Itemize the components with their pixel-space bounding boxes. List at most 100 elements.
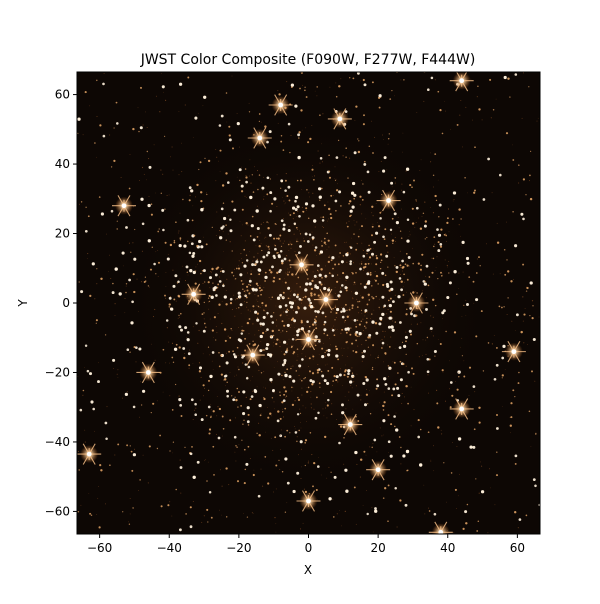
faint-star — [479, 265, 481, 267]
faint-star — [260, 223, 262, 225]
faint-star — [82, 134, 84, 136]
faint-star — [536, 120, 538, 122]
faint-star — [289, 266, 292, 268]
faint-star — [340, 260, 344, 264]
faint-star — [330, 194, 333, 197]
faint-star — [303, 306, 307, 310]
faint-star — [105, 503, 106, 505]
faint-star — [382, 497, 385, 499]
faint-star — [286, 343, 288, 345]
faint-star — [265, 351, 267, 352]
faint-star — [406, 469, 408, 472]
faint-star — [344, 510, 346, 512]
faint-star — [312, 238, 314, 241]
faint-star — [309, 305, 314, 309]
faint-star — [345, 331, 348, 334]
faint-star — [298, 215, 301, 218]
faint-star — [439, 342, 442, 346]
star-core — [414, 300, 419, 306]
faint-star — [431, 331, 433, 333]
faint-star — [391, 317, 393, 319]
faint-star — [318, 252, 321, 255]
faint-star — [186, 338, 190, 342]
faint-star — [389, 228, 393, 232]
faint-star — [304, 232, 308, 236]
faint-star — [493, 377, 497, 381]
faint-star — [102, 82, 105, 86]
faint-star — [137, 107, 139, 109]
faint-star — [204, 281, 206, 283]
faint-star — [124, 392, 129, 397]
faint-star — [286, 81, 288, 83]
faint-star — [298, 297, 302, 301]
faint-star — [298, 374, 300, 377]
faint-star — [314, 284, 317, 287]
faint-star — [194, 402, 197, 406]
faint-star — [122, 511, 124, 513]
faint-star — [233, 435, 237, 439]
faint-star — [288, 301, 293, 305]
faint-star — [371, 506, 373, 508]
faint-star — [260, 293, 262, 296]
faint-star — [364, 403, 367, 407]
faint-star — [82, 394, 84, 396]
faint-star — [302, 522, 304, 524]
faint-star — [362, 183, 364, 185]
faint-star — [509, 424, 512, 427]
faint-star — [215, 180, 217, 182]
faint-star — [233, 278, 235, 280]
faint-star — [327, 353, 331, 357]
faint-star — [518, 518, 522, 521]
faint-star — [299, 87, 301, 90]
faint-star — [333, 375, 336, 378]
faint-star — [211, 226, 213, 229]
faint-star — [465, 106, 467, 108]
x-tick-label: −60 — [87, 541, 112, 555]
faint-star — [382, 404, 385, 408]
faint-star — [283, 386, 286, 389]
faint-star — [212, 282, 214, 284]
faint-star — [391, 239, 395, 242]
faint-star — [155, 95, 157, 97]
faint-star — [312, 244, 314, 246]
faint-star — [349, 77, 351, 79]
faint-star — [308, 299, 311, 302]
faint-star — [295, 310, 298, 314]
faint-star — [258, 174, 261, 176]
faint-star — [429, 329, 431, 331]
faint-star — [411, 367, 413, 370]
faint-star — [322, 342, 324, 344]
faint-star — [361, 333, 363, 335]
faint-star — [141, 250, 143, 252]
y-tick-label: −40 — [45, 435, 70, 449]
faint-star — [374, 271, 376, 272]
faint-star — [392, 300, 395, 303]
faint-star — [359, 476, 361, 478]
faint-star — [278, 270, 281, 273]
faint-star — [131, 469, 134, 472]
faint-star — [246, 321, 250, 325]
faint-star — [147, 482, 149, 484]
faint-star — [298, 137, 300, 139]
faint-star — [260, 468, 262, 470]
faint-star — [300, 448, 302, 450]
faint-star — [318, 281, 322, 284]
faint-star — [445, 233, 447, 235]
faint-star — [244, 294, 247, 296]
faint-star — [515, 313, 519, 317]
faint-star — [179, 212, 181, 214]
faint-star — [303, 378, 305, 380]
faint-star — [520, 330, 523, 334]
faint-star — [416, 111, 418, 113]
faint-star — [225, 290, 227, 292]
faint-star — [263, 221, 265, 224]
bright-star — [501, 340, 526, 363]
faint-star — [255, 209, 259, 213]
faint-star — [360, 225, 364, 228]
faint-star — [268, 273, 270, 275]
faint-star — [257, 252, 259, 254]
faint-star — [360, 320, 363, 323]
faint-star — [332, 516, 335, 518]
faint-star — [335, 297, 337, 299]
faint-star — [223, 378, 227, 381]
